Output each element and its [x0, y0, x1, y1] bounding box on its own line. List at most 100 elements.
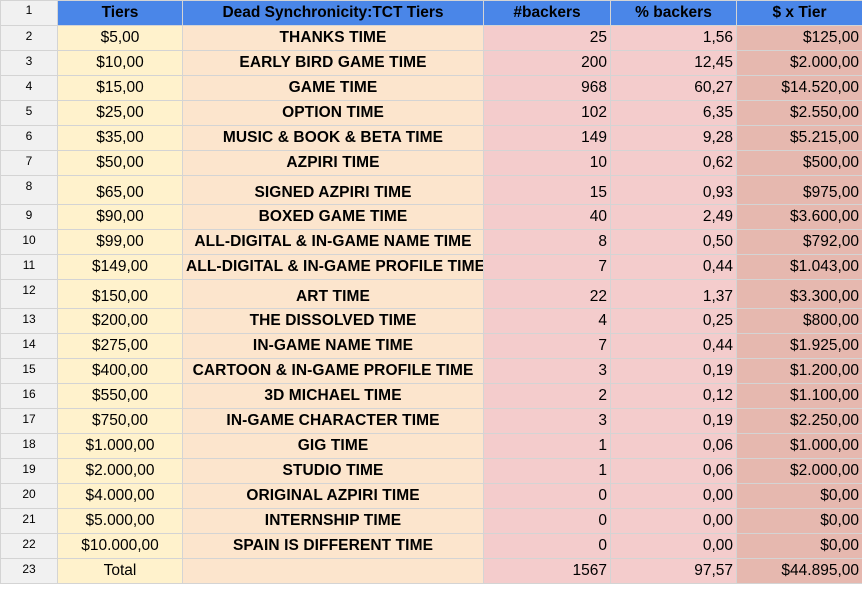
row-number[interactable]: 5: [0, 100, 58, 126]
pct-cell[interactable]: 0,00: [610, 483, 737, 509]
row-number[interactable]: 6: [0, 125, 58, 151]
row-number[interactable]: 21: [0, 508, 58, 534]
tier-cell[interactable]: $150,00: [57, 279, 183, 309]
total-cell[interactable]: $975,00: [736, 175, 862, 205]
tier-name-cell[interactable]: IN-GAME CHARACTER TIME: [182, 408, 484, 434]
backers-cell[interactable]: 15: [483, 175, 611, 205]
row-number[interactable]: 10: [0, 229, 58, 255]
tier-cell[interactable]: $149,00: [57, 254, 183, 280]
pct-cell[interactable]: 6,35: [610, 100, 737, 126]
backers-cell[interactable]: 7: [483, 333, 611, 359]
pct-cell[interactable]: 0,19: [610, 358, 737, 384]
tier-cell[interactable]: $1.000,00: [57, 433, 183, 459]
tier-name-cell[interactable]: OPTION TIME: [182, 100, 484, 126]
pct-cell[interactable]: 0,93: [610, 175, 737, 205]
total-cell[interactable]: $44.895,00: [736, 558, 862, 584]
row-number[interactable]: 14: [0, 333, 58, 359]
pct-cell[interactable]: 0,00: [610, 533, 737, 559]
tier-name-cell[interactable]: 3D MICHAEL TIME: [182, 383, 484, 409]
tier-cell[interactable]: $400,00: [57, 358, 183, 384]
pct-cell[interactable]: 0,06: [610, 458, 737, 484]
backers-cell[interactable]: 40: [483, 204, 611, 230]
header-tiers[interactable]: Tiers: [57, 0, 183, 26]
tier-name-cell[interactable]: INTERNSHIP TIME: [182, 508, 484, 534]
row-number[interactable]: 18: [0, 433, 58, 459]
backers-cell[interactable]: 102: [483, 100, 611, 126]
tier-name-cell[interactable]: STUDIO TIME: [182, 458, 484, 484]
row-number[interactable]: 16: [0, 383, 58, 409]
tier-name-cell[interactable]: CARTOON & IN-GAME PROFILE TIME: [182, 358, 484, 384]
pct-cell[interactable]: 0,62: [610, 150, 737, 176]
total-cell[interactable]: $1.200,00: [736, 358, 862, 384]
backers-cell[interactable]: 0: [483, 508, 611, 534]
backers-cell[interactable]: 8: [483, 229, 611, 255]
tier-name-cell[interactable]: IN-GAME NAME TIME: [182, 333, 484, 359]
total-cell[interactable]: $2.250,00: [736, 408, 862, 434]
tier-cell[interactable]: $10.000,00: [57, 533, 183, 559]
backers-cell[interactable]: 0: [483, 533, 611, 559]
tier-name-cell[interactable]: GAME TIME: [182, 75, 484, 101]
row-number[interactable]: 2: [0, 25, 58, 51]
backers-cell[interactable]: 1: [483, 458, 611, 484]
row-number[interactable]: 22: [0, 533, 58, 559]
tier-cell[interactable]: $25,00: [57, 100, 183, 126]
total-cell[interactable]: $1.925,00: [736, 333, 862, 359]
pct-cell[interactable]: 0,50: [610, 229, 737, 255]
backers-cell[interactable]: 3: [483, 358, 611, 384]
backers-cell[interactable]: 7: [483, 254, 611, 280]
tier-cell[interactable]: $5,00: [57, 25, 183, 51]
total-cell[interactable]: $0,00: [736, 508, 862, 534]
tier-name-cell[interactable]: SIGNED AZPIRI TIME: [182, 175, 484, 205]
total-cell[interactable]: $2.000,00: [736, 458, 862, 484]
tier-name-cell[interactable]: THE DISSOLVED TIME: [182, 308, 484, 334]
tier-name-cell[interactable]: ALL-DIGITAL & IN-GAME NAME TIME: [182, 229, 484, 255]
tier-cell[interactable]: Total: [57, 558, 183, 584]
total-cell[interactable]: $800,00: [736, 308, 862, 334]
pct-cell[interactable]: 2,49: [610, 204, 737, 230]
header-name[interactable]: Dead Synchronicity:TCT Tiers: [182, 0, 484, 26]
row-number[interactable]: 13: [0, 308, 58, 334]
total-cell[interactable]: $3.600,00: [736, 204, 862, 230]
tier-name-cell[interactable]: ORIGINAL AZPIRI TIME: [182, 483, 484, 509]
tier-name-cell[interactable]: EARLY BIRD GAME TIME: [182, 50, 484, 76]
backers-cell[interactable]: 1: [483, 433, 611, 459]
pct-cell[interactable]: 12,45: [610, 50, 737, 76]
backers-cell[interactable]: 200: [483, 50, 611, 76]
backers-cell[interactable]: 0: [483, 483, 611, 509]
tier-name-cell[interactable]: ART TIME: [182, 279, 484, 309]
total-cell[interactable]: $1.100,00: [736, 383, 862, 409]
tier-cell[interactable]: $2.000,00: [57, 458, 183, 484]
row-number[interactable]: 11: [0, 254, 58, 280]
backers-cell[interactable]: 3: [483, 408, 611, 434]
backers-cell[interactable]: 4: [483, 308, 611, 334]
tier-cell[interactable]: $99,00: [57, 229, 183, 255]
tier-name-cell[interactable]: [182, 558, 484, 584]
total-cell[interactable]: $500,00: [736, 150, 862, 176]
backers-cell[interactable]: 1567: [483, 558, 611, 584]
total-cell[interactable]: $3.300,00: [736, 279, 862, 309]
total-cell[interactable]: $2.550,00: [736, 100, 862, 126]
header-backers[interactable]: #backers: [483, 0, 611, 26]
total-cell[interactable]: $0,00: [736, 483, 862, 509]
row-number[interactable]: 1: [0, 0, 58, 26]
pct-cell[interactable]: 9,28: [610, 125, 737, 151]
tier-cell[interactable]: $50,00: [57, 150, 183, 176]
tier-cell[interactable]: $550,00: [57, 383, 183, 409]
backers-cell[interactable]: 22: [483, 279, 611, 309]
total-cell[interactable]: $0,00: [736, 533, 862, 559]
tier-name-cell[interactable]: AZPIRI TIME: [182, 150, 484, 176]
row-number[interactable]: 19: [0, 458, 58, 484]
tier-cell[interactable]: $15,00: [57, 75, 183, 101]
tier-cell[interactable]: $750,00: [57, 408, 183, 434]
pct-cell[interactable]: 1,56: [610, 25, 737, 51]
tier-name-cell[interactable]: MUSIC & BOOK & BETA TIME: [182, 125, 484, 151]
total-cell[interactable]: $14.520,00: [736, 75, 862, 101]
tier-cell[interactable]: $65,00: [57, 175, 183, 205]
backers-cell[interactable]: 968: [483, 75, 611, 101]
row-number[interactable]: 23: [0, 558, 58, 584]
tier-name-cell[interactable]: SPAIN IS DIFFERENT TIME: [182, 533, 484, 559]
pct-cell[interactable]: 0,44: [610, 333, 737, 359]
tier-cell[interactable]: $275,00: [57, 333, 183, 359]
tier-name-cell[interactable]: THANKS TIME: [182, 25, 484, 51]
row-number[interactable]: 20: [0, 483, 58, 509]
